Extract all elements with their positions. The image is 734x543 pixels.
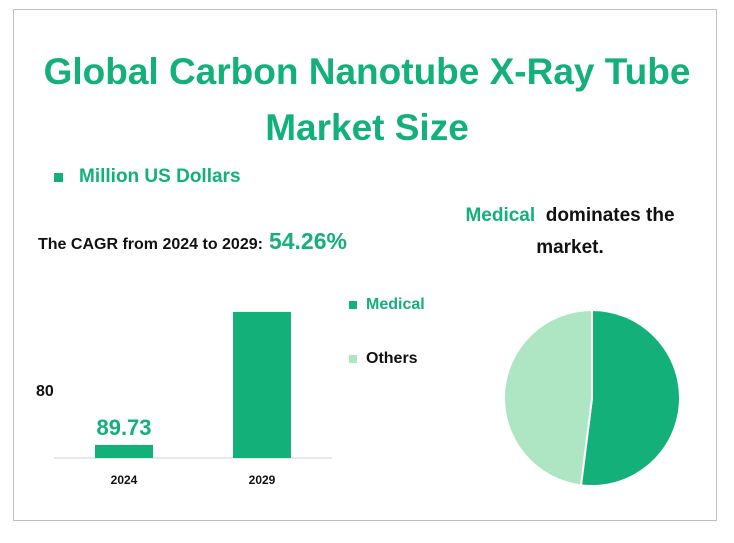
dominance-text: dominates the market.	[536, 205, 675, 258]
chart-title: Global Carbon Nanotube X-Ray Tube Market…	[43, 51, 691, 148]
unit-legend-label: Million US Dollars	[79, 166, 241, 187]
pie-legend: Medical	[349, 296, 425, 314]
legend-item-medical: Medical	[349, 296, 425, 314]
legend-label-others: Others	[366, 350, 418, 367]
legend-swatch-medical	[349, 301, 357, 309]
pie-slice-others	[503, 308, 593, 487]
cagr-line: The CAGR from 2024 to 2029: 54.26%	[38, 228, 347, 255]
legend-swatch-others	[349, 355, 357, 363]
cagr-text: The CAGR from 2024 to 2029:	[38, 236, 263, 253]
bar-2024	[95, 444, 153, 458]
pie-legend-others: Others	[349, 350, 418, 368]
side-value-label: 80	[36, 383, 54, 400]
data-label-2024: 89.73	[96, 415, 151, 440]
legend-item-others: Others	[349, 350, 418, 368]
unit-legend-swatch	[54, 172, 63, 182]
unit-legend: Million US Dollars	[54, 166, 241, 188]
pie-slice-medical	[579, 308, 681, 487]
bar-2029	[233, 311, 291, 458]
legend-label-medical: Medical	[366, 296, 425, 313]
dominance-note: Medical dominates the market.	[440, 200, 700, 264]
dominant-segment: Medical	[465, 205, 536, 226]
cagr-value: 54.26%	[268, 228, 347, 254]
x-tick-2024: 2024	[111, 473, 138, 487]
x-tick-2029: 2029	[249, 473, 276, 487]
